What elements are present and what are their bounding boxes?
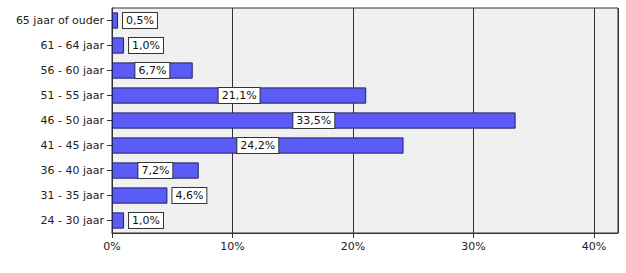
svg-text:46 - 50 jaar: 46 - 50 jaar	[40, 114, 104, 127]
svg-text:6,7%: 6,7%	[138, 64, 166, 77]
svg-text:41 - 45 jaar: 41 - 45 jaar	[40, 139, 104, 152]
svg-text:4,6%: 4,6%	[175, 189, 203, 202]
svg-text:51 - 55 jaar: 51 - 55 jaar	[40, 89, 104, 102]
svg-text:40%: 40%	[582, 240, 606, 253]
svg-text:31 - 35 jaar: 31 - 35 jaar	[40, 189, 104, 202]
svg-text:21,1%: 21,1%	[222, 89, 257, 102]
svg-text:24 - 30 jaar: 24 - 30 jaar	[40, 214, 104, 227]
svg-text:1,0%: 1,0%	[132, 214, 160, 227]
svg-text:10%: 10%	[220, 240, 244, 253]
svg-text:1,0%: 1,0%	[132, 39, 160, 52]
svg-text:61 - 64 jaar: 61 - 64 jaar	[40, 39, 104, 52]
svg-text:7,2%: 7,2%	[141, 164, 169, 177]
svg-text:36 - 40 jaar: 36 - 40 jaar	[40, 164, 104, 177]
svg-text:0%: 0%	[103, 240, 120, 253]
svg-text:20%: 20%	[341, 240, 365, 253]
svg-text:0,5%: 0,5%	[126, 14, 154, 27]
svg-text:33,5%: 33,5%	[296, 114, 331, 127]
svg-text:65 jaar of ouder: 65 jaar of ouder	[16, 14, 105, 27]
svg-text:56 - 60 jaar: 56 - 60 jaar	[40, 64, 104, 77]
svg-text:24,2%: 24,2%	[240, 139, 275, 152]
svg-text:30%: 30%	[461, 240, 485, 253]
